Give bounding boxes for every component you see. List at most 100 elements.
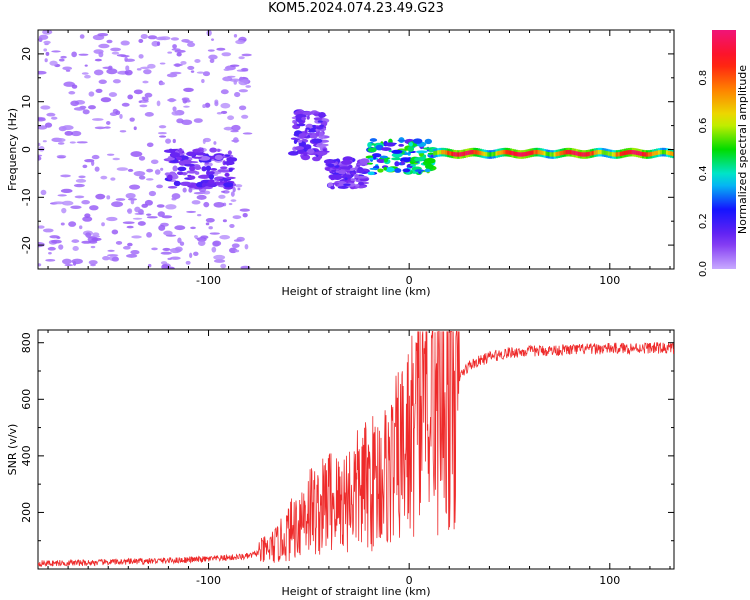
spectrogram-cell [193, 118, 203, 123]
spectrogram-cell [220, 110, 228, 114]
spectrogram-cell [182, 172, 188, 176]
spectrogram-cell [48, 251, 52, 255]
spectrogram-cell [60, 55, 67, 59]
spectrogram-cell [186, 151, 196, 157]
spectrogram-cell [319, 131, 324, 137]
spectrogram-cell [71, 84, 78, 89]
spectrogram-cell [209, 58, 215, 63]
spectrogram-cell [312, 124, 317, 127]
spectrogram-cell [523, 152, 527, 157]
spectrogram-cell [94, 58, 102, 62]
colorbar-tick-label: 0.6 [698, 118, 709, 134]
spectrogram-cell [208, 173, 215, 180]
spectrogram-cell [205, 222, 210, 226]
spectrogram-cell [335, 170, 339, 173]
spectrogram-cell [475, 150, 478, 155]
spectrogram-cells [38, 30, 674, 269]
spectrogram-cell [126, 225, 134, 229]
spectrogram-cell [69, 141, 76, 144]
spectrogram-cell [223, 126, 233, 131]
snr-x-tick-label: -100 [196, 574, 221, 587]
spectrogram-cell [147, 35, 158, 40]
spectrogram-y-tick-label: 20 [20, 47, 33, 61]
spectrogram-cell [203, 137, 211, 143]
spectrogram-cell [189, 165, 196, 172]
spectrogram-cell [178, 147, 183, 154]
spectrogram-cell [111, 229, 119, 235]
spectrogram-cell [182, 187, 187, 193]
spectrogram-cell [72, 245, 79, 251]
spectrogram-cell [225, 176, 236, 180]
spectrogram-cell [64, 264, 74, 267]
spectrogram-cell [441, 149, 444, 155]
spectrogram-cell [165, 138, 172, 144]
spectrogram-cell [301, 116, 306, 121]
spectrogram-cell [50, 116, 58, 120]
spectrogram-cell [131, 235, 142, 239]
spectrogram-cell [38, 117, 46, 122]
spectrogram-cell [209, 232, 220, 235]
spectrogram-cell [145, 178, 154, 181]
spectrogram-cell [223, 68, 231, 72]
spectrogram-cell [376, 158, 387, 163]
spectrogram-cell [507, 150, 511, 155]
spectrogram-cell [400, 160, 405, 165]
spectrogram-cell [424, 138, 433, 145]
spectrogram-cell [138, 175, 146, 180]
spectrogram-cell [75, 178, 87, 183]
spectrogram-cell [369, 167, 379, 170]
spectrogram-cell [214, 154, 224, 161]
spectrogram-cell [587, 151, 591, 157]
spectrogram-cell [495, 151, 499, 156]
spectrogram-cell [79, 225, 83, 230]
spectrogram-cell [394, 168, 402, 173]
spectrogram-cell [154, 169, 161, 175]
colorbar: 0.0 0.2 0.4 0.6 0.8 Normalized spectral ampli… [698, 30, 749, 277]
spectrogram-cell [60, 222, 65, 226]
spectrogram-cell [60, 188, 73, 194]
spectrogram-cell [71, 51, 77, 58]
spectrogram-cell [525, 151, 529, 156]
spectrogram-cell [327, 163, 335, 168]
spectrogram-cell [511, 151, 515, 156]
spectrogram-cell [332, 182, 340, 185]
spectrogram-cell [43, 48, 48, 52]
spectrogram-cell [217, 169, 225, 173]
spectrogram-cell [367, 147, 377, 153]
spectrogram-cell [93, 49, 104, 54]
spectrogram-cell [141, 203, 148, 208]
spectrogram-cell [81, 200, 90, 205]
spectrogram-cell [90, 245, 96, 249]
spectrogram-cell [189, 252, 193, 259]
spectrogram-cell [591, 150, 595, 156]
spectrogram-cell [167, 174, 173, 181]
spectrogram-cell [100, 175, 108, 180]
spectrogram-cell [60, 174, 71, 178]
spectrogram-cell [84, 213, 91, 218]
spectrogram-cell [303, 152, 308, 157]
spectrogram-cell [573, 150, 577, 156]
spectrogram-cell [343, 183, 351, 186]
spectrogram-cell [201, 166, 207, 172]
spectrogram-cell [92, 232, 100, 237]
spectrogram-cell [305, 127, 310, 130]
spectrogram-cell [38, 125, 48, 130]
spectrogram-cell [91, 154, 100, 160]
spectrogram-cell [601, 150, 605, 155]
spectrogram-cell [158, 125, 167, 129]
spectrogram-cell [465, 151, 468, 156]
spectrogram-cell [181, 97, 190, 102]
spectrogram-cell [138, 100, 142, 104]
colorbar-tick-label: 0.4 [698, 165, 709, 181]
spectrogram-cell [95, 193, 106, 200]
spectrogram-cell [609, 151, 613, 157]
spectrogram-cell [659, 150, 663, 155]
spectrogram-cell [52, 201, 65, 205]
spectrogram-cell [443, 150, 446, 155]
spectrogram-cell [583, 152, 587, 157]
spectrogram-cell [213, 201, 225, 208]
spectrogram-cell [589, 151, 593, 156]
spectrogram-cell [111, 51, 120, 55]
spectrogram-cell [383, 157, 389, 163]
